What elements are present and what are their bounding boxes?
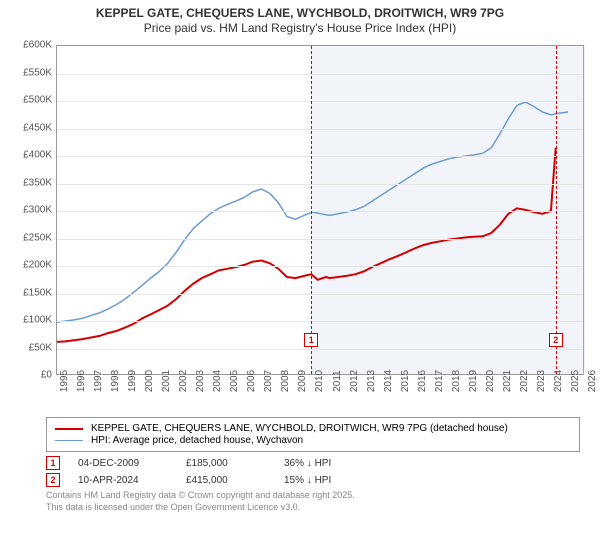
transaction-delta: 15% ↓ HPI [284, 475, 364, 486]
y-axis-label: £400K [12, 150, 52, 161]
y-gridline [57, 266, 583, 267]
x-axis-label: 2009 [297, 370, 308, 392]
transaction-date: 04-DEC-2009 [78, 458, 168, 469]
transaction-row: 2 10-APR-2024 £415,000 15% ↓ HPI [46, 473, 580, 487]
transaction-row: 1 04-DEC-2009 £185,000 36% ↓ HPI [46, 456, 580, 470]
x-axis-label: 2011 [332, 370, 343, 392]
x-axis-label: 2024 [553, 370, 564, 392]
y-gridline [57, 239, 583, 240]
transaction-marker: 1 [46, 456, 60, 470]
transaction-delta: 36% ↓ HPI [284, 458, 364, 469]
x-axis-label: 2006 [246, 370, 257, 392]
x-axis-label: 2018 [451, 370, 462, 392]
y-axis-label: £300K [12, 205, 52, 216]
x-axis-label: 2020 [485, 370, 496, 392]
footer-line2: This data is licensed under the Open Gov… [46, 502, 580, 514]
title-line2: Price paid vs. HM Land Registry's House … [10, 21, 590, 35]
footer-attribution: Contains HM Land Registry data © Crown c… [46, 490, 580, 513]
legend-item: HPI: Average price, detached house, Wych… [55, 435, 571, 446]
y-axis-label: £50K [12, 342, 52, 353]
y-axis-label: £500K [12, 95, 52, 106]
x-axis-label: 2000 [144, 370, 155, 392]
y-gridline [57, 294, 583, 295]
x-axis-label: 2022 [519, 370, 530, 392]
x-axis-label: 2004 [212, 370, 223, 392]
y-gridline [57, 349, 583, 350]
transaction-price: £185,000 [186, 458, 266, 469]
legend-swatch [55, 428, 83, 430]
x-axis-label: 1999 [127, 370, 138, 392]
y-axis-label: £250K [12, 232, 52, 243]
title-line1: KEPPEL GATE, CHEQUERS LANE, WYCHBOLD, DR… [10, 6, 590, 20]
legend-label: KEPPEL GATE, CHEQUERS LANE, WYCHBOLD, DR… [91, 423, 508, 434]
y-axis-label: £550K [12, 67, 52, 78]
legend-item: KEPPEL GATE, CHEQUERS LANE, WYCHBOLD, DR… [55, 423, 571, 434]
y-axis-label: £600K [12, 40, 52, 51]
series-hpi [57, 102, 568, 322]
y-gridline [57, 129, 583, 130]
x-axis-label: 2012 [349, 370, 360, 392]
y-gridline [57, 184, 583, 185]
x-axis-label: 2005 [229, 370, 240, 392]
y-axis-label: £0 [12, 370, 52, 381]
x-axis-label: 2016 [417, 370, 428, 392]
legend-swatch [55, 440, 83, 441]
y-axis-label: £200K [12, 260, 52, 271]
y-axis-label: £100K [12, 315, 52, 326]
x-axis-label: 2001 [161, 370, 172, 392]
x-axis-label: 1998 [110, 370, 121, 392]
marker-vline [311, 46, 312, 374]
y-gridline [57, 156, 583, 157]
y-gridline [57, 321, 583, 322]
chart-area: 12 £0£50K£100K£150K£200K£250K£300K£350K£… [10, 41, 590, 411]
transactions-table: 1 04-DEC-2009 £185,000 36% ↓ HPI 2 10-APR-202… [46, 456, 580, 487]
x-axis-label: 1997 [93, 370, 104, 392]
x-axis-label: 2014 [383, 370, 394, 392]
marker-box: 2 [549, 333, 563, 347]
legend-label: HPI: Average price, detached house, Wych… [91, 435, 303, 446]
x-axis-label: 2023 [536, 370, 547, 392]
transaction-price: £415,000 [186, 475, 266, 486]
legend-box: KEPPEL GATE, CHEQUERS LANE, WYCHBOLD, DR… [46, 417, 580, 452]
x-axis-label: 2021 [502, 370, 513, 392]
x-axis-label: 2015 [400, 370, 411, 392]
x-axis-label: 2013 [366, 370, 377, 392]
x-axis-label: 1995 [59, 370, 70, 392]
y-axis-label: £350K [12, 177, 52, 188]
x-axis-label: 1996 [76, 370, 87, 392]
y-gridline [57, 74, 583, 75]
x-axis-label: 2025 [570, 370, 581, 392]
x-axis-label: 2008 [280, 370, 291, 392]
y-axis-label: £150K [12, 287, 52, 298]
y-gridline [57, 101, 583, 102]
x-axis-label: 2026 [587, 370, 598, 392]
y-gridline [57, 211, 583, 212]
x-axis-label: 2010 [314, 370, 325, 392]
y-axis-label: £450K [12, 122, 52, 133]
marker-vline [556, 46, 557, 374]
plot-region: 12 [56, 45, 584, 375]
marker-box: 1 [304, 333, 318, 347]
chart-title-block: KEPPEL GATE, CHEQUERS LANE, WYCHBOLD, DR… [0, 0, 600, 37]
transaction-marker: 2 [46, 473, 60, 487]
x-axis-label: 2002 [178, 370, 189, 392]
transaction-date: 10-APR-2024 [78, 475, 168, 486]
x-axis-label: 2007 [263, 370, 274, 392]
x-axis-label: 2003 [195, 370, 206, 392]
footer-line1: Contains HM Land Registry data © Crown c… [46, 490, 580, 502]
x-axis-label: 2019 [468, 370, 479, 392]
x-axis-label: 2017 [434, 370, 445, 392]
series-price_paid [57, 148, 556, 342]
